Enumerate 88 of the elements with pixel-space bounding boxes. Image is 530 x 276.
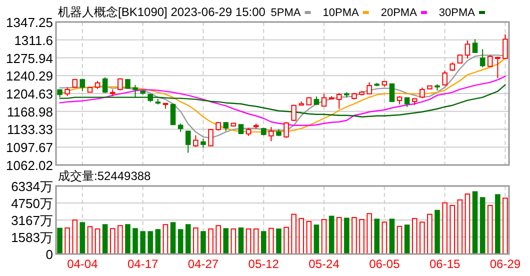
bar (427, 214, 432, 254)
bar (502, 198, 508, 254)
legend-label: 10PMA (322, 7, 360, 19)
bar (321, 219, 327, 254)
bar (457, 199, 463, 254)
bar (336, 217, 342, 254)
bar (193, 227, 198, 254)
bar (246, 228, 252, 254)
bar (118, 225, 123, 254)
x-tick-label: 04-17 (127, 257, 158, 271)
bar (260, 231, 266, 254)
chart-title: 成交量:52449388 (58, 169, 152, 183)
bar (464, 194, 470, 254)
bar (80, 222, 86, 254)
bar (253, 228, 259, 254)
y-tick-label: 1311.6 (14, 32, 53, 48)
x-tick-label: 06-15 (429, 257, 460, 271)
bar (389, 218, 395, 254)
bar (57, 228, 62, 254)
bar (487, 204, 493, 254)
y-tick-label: 1168.98 (6, 104, 53, 120)
y-tick-label: 1347.25 (6, 15, 53, 30)
y-tick-label: 1583万 (11, 230, 53, 246)
bar (291, 214, 296, 254)
y-tick-label: 1275.94 (6, 50, 53, 66)
bar (374, 218, 380, 254)
x-tick-label: 06-05 (369, 257, 400, 271)
bar (102, 224, 108, 254)
bar (132, 228, 138, 254)
bar (495, 194, 500, 254)
bar (412, 218, 418, 254)
bar (276, 228, 282, 254)
x-tick-label: 04-27 (188, 257, 219, 271)
bar (344, 218, 350, 254)
bar (216, 225, 221, 254)
bar (125, 224, 130, 254)
bar (238, 227, 244, 254)
y-tick-label: 6334万 (11, 179, 53, 194)
bar (328, 216, 334, 254)
bar (359, 219, 364, 254)
bar (148, 231, 154, 254)
bar (480, 197, 486, 254)
bar (170, 222, 176, 254)
bar (178, 229, 184, 254)
bar (72, 219, 78, 254)
bar (396, 226, 402, 254)
y-tick-label: 4750万 (11, 196, 53, 212)
legend-label: 30PMA (438, 7, 476, 19)
bar (404, 224, 410, 254)
bar (450, 204, 456, 254)
y-tick-label: 1097.67 (6, 140, 53, 156)
bar (314, 224, 320, 254)
y-tick-label: 1204.63 (6, 86, 53, 102)
bar (306, 220, 312, 254)
bar (200, 231, 206, 254)
y-tick-label: 3167万 (11, 213, 53, 228)
bar (155, 229, 161, 254)
bar (298, 218, 304, 254)
bar (268, 228, 274, 254)
bar (185, 224, 191, 254)
x-tick-label: 06-29 (490, 257, 521, 271)
bar (94, 228, 100, 254)
bar (208, 228, 214, 254)
bar (162, 224, 168, 254)
bar (284, 226, 289, 254)
bar (366, 213, 372, 254)
y-tick-label: 1062.02 (6, 158, 53, 173)
y-tick-label: 0 (46, 247, 53, 262)
legend-label: 20PMA (380, 7, 418, 19)
legend-label: 5PMA (270, 7, 302, 19)
bar (140, 231, 146, 254)
bar (110, 228, 116, 254)
bar (352, 217, 357, 254)
y-tick-label: 1133.33 (6, 122, 53, 138)
x-tick-label: 05-24 (308, 257, 340, 271)
bar (223, 228, 229, 254)
x-tick-label: 04-04 (67, 257, 98, 271)
bar (382, 222, 388, 254)
y-tick-label: 1240.29 (6, 68, 53, 84)
bar (434, 210, 440, 254)
chart-title: 机器人概念[BK1090] 2023-06-29 15:00 (58, 5, 266, 19)
bar (64, 227, 70, 254)
bar (472, 191, 478, 254)
x-tick-label: 05-12 (248, 257, 280, 271)
bar (442, 202, 448, 254)
bar (230, 228, 236, 254)
bar (420, 222, 425, 254)
bar (87, 226, 93, 254)
